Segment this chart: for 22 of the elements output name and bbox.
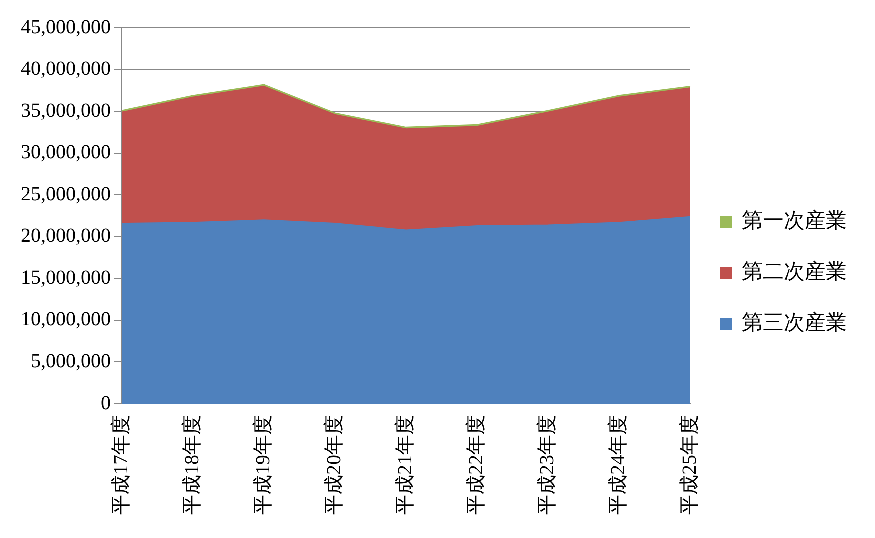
legend-label: 第二次産業 <box>742 260 847 284</box>
y-tick-label: 5,000,000 <box>31 350 111 372</box>
y-tick-label: 10,000,000 <box>21 308 111 331</box>
x-tick-label: 平成18年度 <box>181 415 204 515</box>
x-tick-label: 平成20年度 <box>323 415 346 515</box>
x-tick-label: 平成25年度 <box>678 415 701 515</box>
y-tick-label: 0 <box>101 392 111 414</box>
x-tick-label: 平成23年度 <box>536 415 559 515</box>
x-tick-label: 平成21年度 <box>394 415 416 515</box>
x-tick-label: 平成19年度 <box>252 415 274 515</box>
y-tick-label: 45,000,000 <box>21 16 111 38</box>
y-tick-label: 40,000,000 <box>21 58 111 80</box>
x-tick-label: 平成17年度 <box>110 415 132 515</box>
y-tick-label: 35,000,000 <box>21 100 111 122</box>
y-tick-label: 20,000,000 <box>21 225 111 248</box>
x-tick-label: 平成22年度 <box>466 415 488 515</box>
y-tick-label: 25,000,000 <box>21 183 111 206</box>
y-tick-label: 15,000,000 <box>21 266 111 289</box>
x-tick-label: 平成24年度 <box>608 415 630 515</box>
legend-label: 第三次産業 <box>742 310 847 335</box>
y-tick-label: 30,000,000 <box>21 142 111 164</box>
legend-label: 第一次産業 <box>742 208 847 233</box>
